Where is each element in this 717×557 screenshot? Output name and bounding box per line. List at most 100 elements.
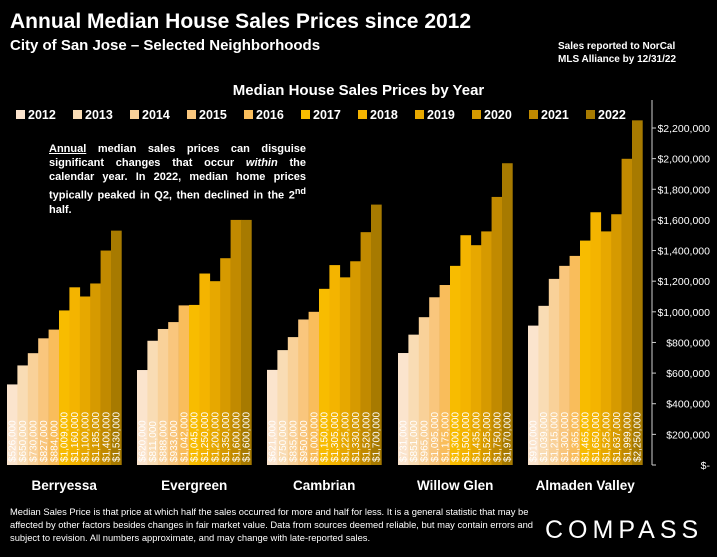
bar (538, 305, 550, 465)
legend-swatch (586, 110, 595, 119)
data-label: $965,000 (420, 420, 431, 462)
bar (481, 231, 492, 465)
data-label: $1,435,000 (472, 412, 483, 462)
data-label: $1,700,000 (372, 412, 383, 462)
bar (418, 317, 430, 465)
legend-swatch (16, 110, 25, 119)
source-note-line: MLS Alliance by 12/31/22 (558, 54, 677, 65)
bar (147, 340, 159, 465)
data-label: $1,200,000 (211, 412, 222, 462)
bar (178, 305, 190, 465)
data-label: $1,009,000 (60, 412, 71, 462)
y-tick-label: $400,000 (666, 399, 710, 411)
legend-swatch (358, 110, 367, 119)
data-label: $2,250,000 (633, 412, 644, 462)
y-tick-label: $200,000 (666, 429, 710, 441)
data-label: $910,000 (529, 420, 540, 462)
legend-label: 2013 (85, 108, 113, 122)
legend-swatch (529, 110, 538, 119)
data-label: $731,000 (399, 420, 410, 462)
data-label: $1,330,000 (351, 412, 362, 462)
data-label: $1,465,000 (581, 412, 592, 462)
legend-label: 2014 (142, 108, 170, 122)
bar (100, 250, 112, 465)
data-label: $1,650,000 (591, 412, 602, 462)
bar (329, 265, 341, 465)
annotation-text: Annual median sales prices can disguise … (49, 142, 306, 217)
legend-swatch (472, 110, 481, 119)
bar (308, 311, 320, 465)
chart-title: Median House Sales Prices by Year (232, 82, 485, 99)
data-label: $1,215,000 (550, 412, 561, 462)
data-label: $950,000 (299, 420, 310, 462)
data-label: $1,100,000 (81, 412, 92, 462)
legend-swatch (244, 110, 253, 119)
legend-label: 2018 (370, 108, 398, 122)
data-label: $1,042,000 (179, 412, 190, 462)
legend-label: 2017 (313, 108, 341, 122)
bar (111, 230, 122, 465)
bar (470, 245, 482, 465)
bar (17, 365, 29, 465)
data-label: $1,500,000 (461, 412, 472, 462)
source-note: Sales reported to NorCal MLS Alliance by… (558, 40, 676, 66)
annotation-emphasis: within (245, 157, 278, 169)
annotation-part: the calendar year. In 2022, median home … (49, 157, 306, 202)
data-label: $1,000,000 (309, 412, 320, 462)
bar (460, 235, 472, 465)
bar (502, 163, 513, 465)
data-label: $1,525,000 (482, 412, 493, 462)
data-label: $1,600,000 (231, 412, 242, 462)
data-label: $621,000 (268, 420, 279, 462)
footer-disclaimer: Median Sales Price is that price at whic… (10, 506, 534, 543)
bar (371, 204, 382, 465)
data-label: $1,305,000 (330, 412, 341, 462)
data-label: $750,000 (278, 420, 289, 462)
data-label: $1,400,000 (101, 412, 112, 462)
bar (559, 265, 570, 465)
legend-swatch (73, 110, 82, 119)
legend-label: 2015 (199, 108, 227, 122)
bar (350, 261, 361, 465)
bar (339, 277, 351, 465)
page-title: Annual Median House Sales Prices since 2… (10, 10, 472, 33)
data-label: $1,530,000 (112, 412, 123, 462)
category-label: Cambrian (293, 478, 355, 493)
y-tick-label: $600,000 (666, 368, 710, 380)
bar (590, 212, 602, 465)
bar (189, 304, 200, 465)
data-label: $884,000 (49, 420, 60, 462)
bar (429, 297, 440, 465)
data-label: $1,637,000 (612, 412, 623, 462)
page-subtitle: City of San Jose – Selected Neighborhood… (10, 37, 321, 54)
legend-label: 2020 (484, 108, 512, 122)
data-label: $1,600,000 (242, 412, 253, 462)
legend-swatch (415, 110, 424, 119)
data-label: $1,250,000 (200, 412, 211, 462)
bar (491, 196, 503, 465)
y-tick-label: $1,400,000 (657, 246, 710, 258)
annotation-part: median sales prices can disguise signifi… (49, 143, 306, 169)
bar (632, 120, 643, 465)
y-tick-label: $1,600,000 (657, 215, 710, 227)
bar (79, 296, 91, 465)
legend-label: 2016 (256, 108, 284, 122)
data-label: $811,000 (148, 421, 159, 462)
bar (319, 288, 330, 465)
data-label: $827,000 (39, 420, 50, 462)
legend-label: 2019 (427, 108, 455, 122)
bar (69, 287, 81, 465)
legend-swatch (301, 110, 310, 119)
data-label: $620,000 (138, 420, 149, 462)
bar (241, 219, 252, 465)
compass-logo: COMPASS (545, 516, 704, 544)
y-tick-label: $1,000,000 (657, 307, 710, 319)
bar (360, 232, 372, 465)
category-label: Almaden Valley (536, 478, 636, 493)
legend-label: 2022 (598, 108, 626, 122)
data-label: $1,750,000 (492, 412, 503, 462)
y-tick-label: $800,000 (666, 337, 710, 349)
data-label: $1,525,000 (602, 412, 613, 462)
data-label: $1,300,000 (451, 412, 462, 462)
bar (48, 329, 60, 465)
